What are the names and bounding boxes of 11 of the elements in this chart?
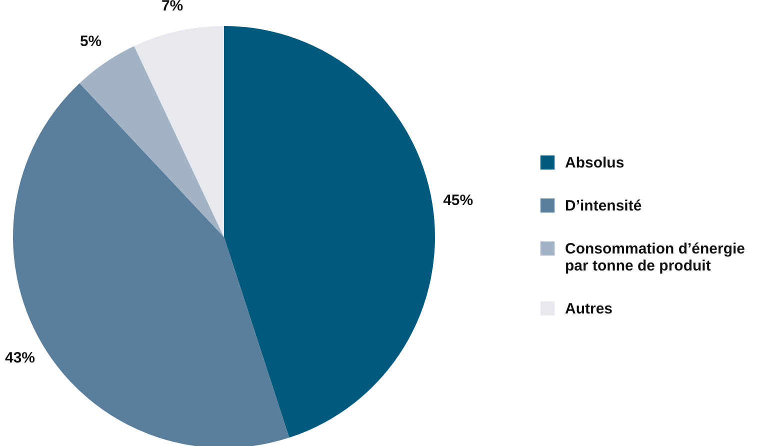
legend-label: Consommation d’énergie par tonne de produit — [565, 240, 746, 274]
data-label: 7% — [161, 0, 184, 15]
pie-slice — [224, 26, 435, 438]
legend-label: D’intensité — [565, 198, 642, 214]
data-label: 43% — [4, 350, 36, 367]
pie-slice — [134, 26, 224, 237]
legend-label: Absolus — [565, 154, 624, 172]
data-label: 5% — [80, 32, 102, 50]
legend-label: Autres — [565, 300, 613, 318]
pie-slice — [80, 46, 224, 237]
data-label: 45% — [443, 192, 474, 209]
